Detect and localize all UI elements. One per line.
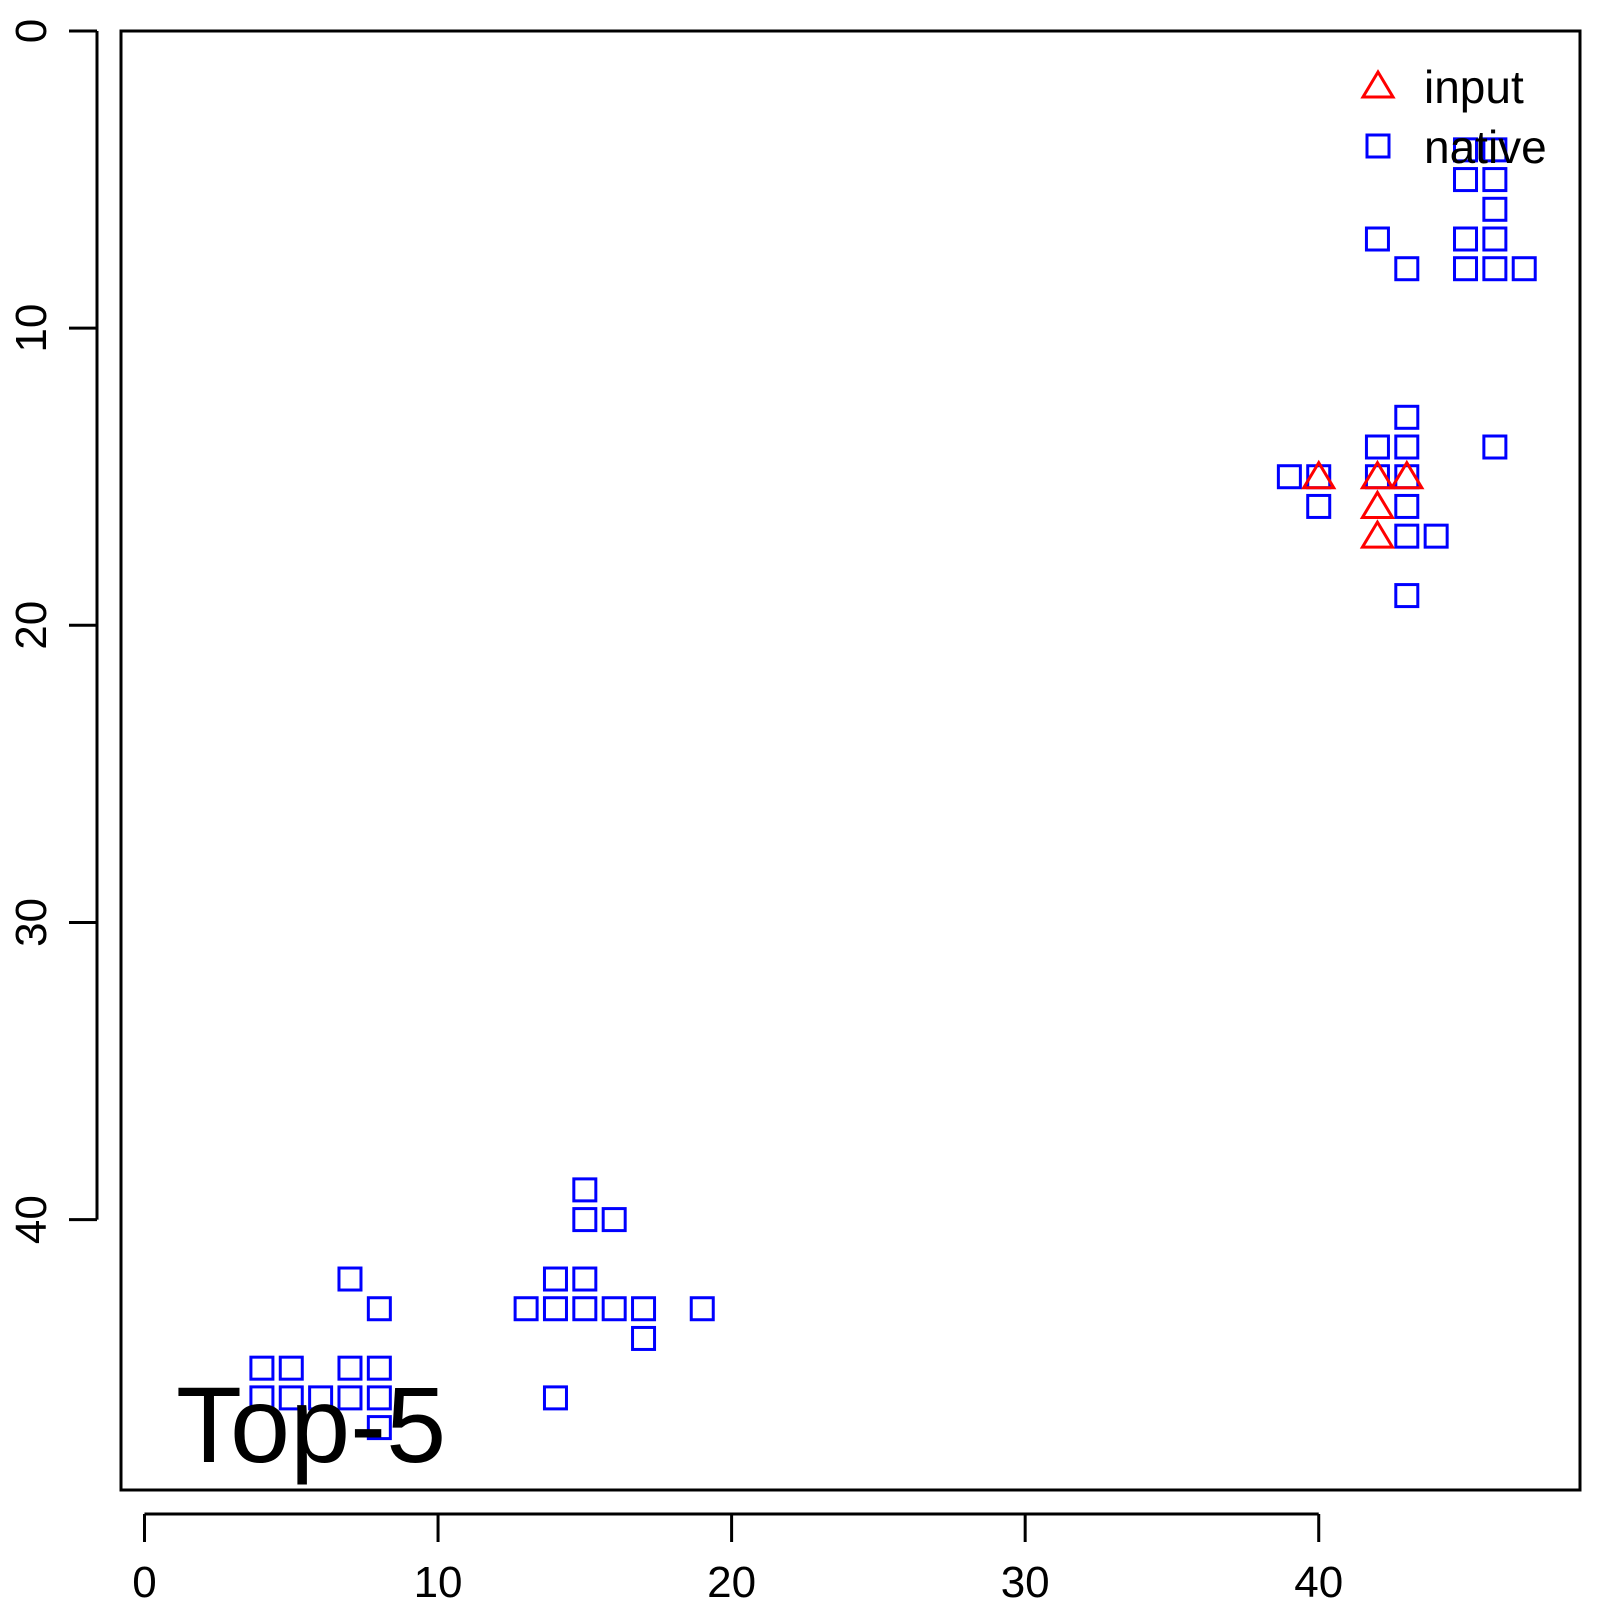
native-point [278,1355,304,1381]
input-point [1359,489,1396,519]
input-point [1301,459,1337,490]
native-point [542,1296,568,1322]
native-point [1482,137,1508,163]
native-point [631,1296,657,1322]
legend-item-input: input [1360,61,1524,113]
native-point [1482,167,1508,193]
x-axis: 0 10 20 30 40 [132,1512,1343,1600]
y-axis: 0 10 20 30 40 [7,19,99,1244]
plot-frame [119,29,1582,1492]
native-point [572,1207,598,1233]
y-tick-label: 30 [7,898,56,947]
native-point [366,1385,392,1411]
native-point [1453,226,1479,252]
native-point [1453,137,1479,163]
native-point [249,1355,275,1381]
y-tick-label: 10 [7,304,56,353]
input-point [1359,459,1396,490]
native-point [1423,523,1449,549]
native-point [1482,434,1508,460]
legend-label: native [1424,121,1547,173]
native-point [366,1296,392,1322]
native-point [249,1385,275,1411]
panel-label: Top-5 [176,1364,446,1485]
native-point [1394,404,1420,430]
native-point [689,1296,715,1322]
native-point [337,1266,363,1292]
native-point [1394,256,1420,282]
native-point [631,1325,657,1351]
native-point [601,1207,627,1233]
x-tick-label: 30 [1001,1558,1050,1600]
native-point [366,1355,392,1381]
native-point [601,1296,627,1322]
native-point [1453,167,1479,193]
native-point [513,1296,539,1322]
native-point [1394,583,1420,609]
legend-item-native: native [1365,121,1547,173]
native-point [1276,464,1302,490]
y-tick-label: 40 [7,1195,56,1244]
native-point [1394,434,1420,460]
native-point [542,1385,568,1411]
y-tick-label: 0 [7,19,56,43]
native-point [1453,256,1479,282]
x-tick-label: 10 [414,1558,463,1600]
input-point [1359,519,1396,549]
native-point [278,1385,304,1411]
native-point [572,1266,598,1292]
input-point [1389,459,1425,490]
legend: input native [1360,61,1547,173]
data-points [249,137,1537,1441]
native-point [366,1415,392,1441]
native-point [1511,256,1537,282]
x-tick-label: 20 [707,1558,756,1600]
native-point [308,1385,334,1411]
legend-label: input [1424,61,1524,113]
native-point [1394,493,1420,519]
native-point [572,1177,598,1203]
native-point [1306,493,1332,519]
native-point [1482,256,1508,282]
native-point [337,1385,363,1411]
y-tick-label: 20 [7,601,56,650]
native-point [1482,226,1508,252]
legend-square-icon [1365,133,1391,159]
legend-triangle-icon [1360,69,1396,99]
x-tick-label: 0 [132,1558,156,1600]
series-native [249,137,1537,1441]
x-tick-label: 40 [1294,1558,1343,1600]
native-point [542,1266,568,1292]
native-point [1364,434,1390,460]
series-input [1301,459,1425,549]
native-point [1394,523,1420,549]
native-point [1482,196,1508,222]
native-point [1364,226,1390,252]
native-point [572,1296,598,1322]
native-point [337,1355,363,1381]
